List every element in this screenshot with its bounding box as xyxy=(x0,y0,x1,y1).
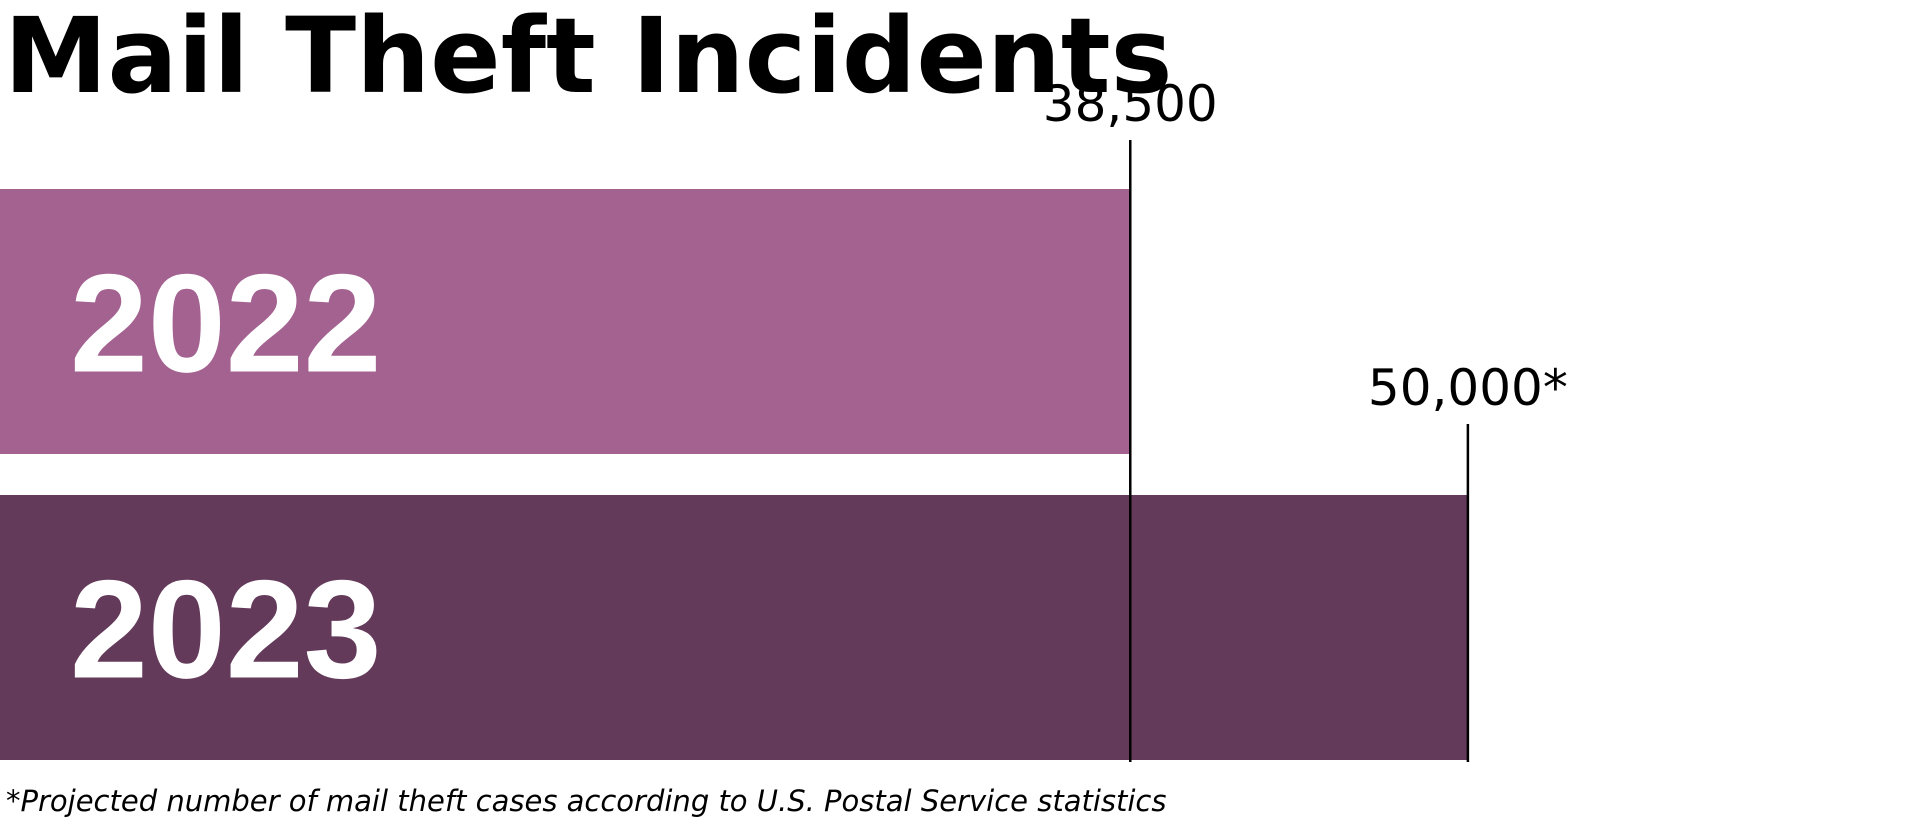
labels-group: 2022 38,500 2023 50,000* xyxy=(70,75,1568,708)
category-label-2023: 2023 xyxy=(70,551,381,708)
value-markers-group xyxy=(1129,140,1470,762)
chart-title: Mail Theft Incidents xyxy=(4,0,1173,117)
value-label-2023: 50,000* xyxy=(1368,359,1568,417)
category-label-2022: 2022 xyxy=(70,245,381,402)
bar-2022 xyxy=(0,189,1131,454)
bar-2023 xyxy=(0,495,1468,760)
value-label-2022: 38,500 xyxy=(1043,75,1218,133)
chart-footnote: *Projected number of mail theft cases ac… xyxy=(6,784,1166,818)
bars-group xyxy=(0,189,1468,760)
